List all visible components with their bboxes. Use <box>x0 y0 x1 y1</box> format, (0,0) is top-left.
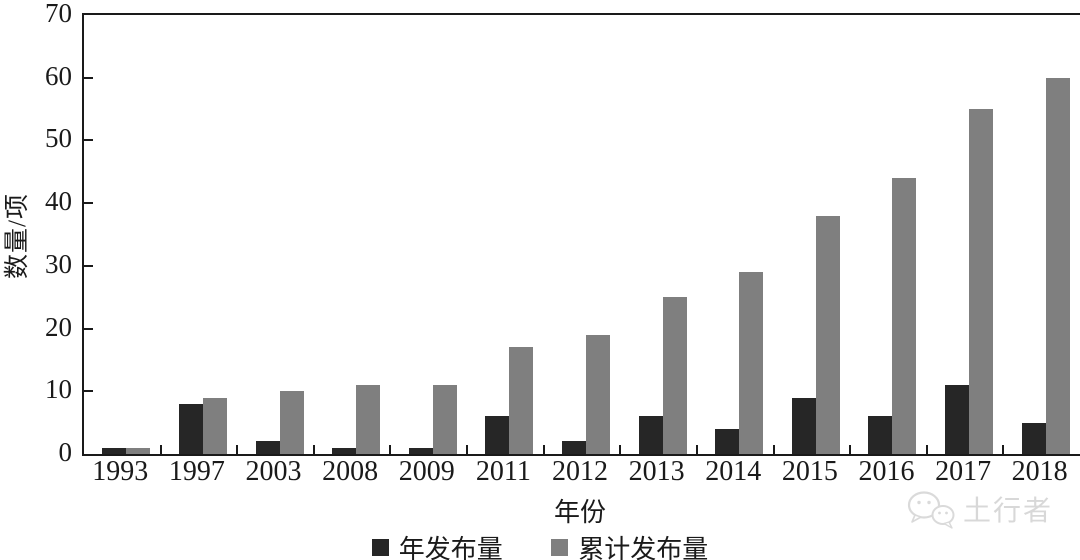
x-tick-label: 2003 <box>245 456 302 487</box>
bar-年发布量-2013 <box>638 416 663 454</box>
bar-累计发布量-2003 <box>279 391 304 454</box>
x-axis-tick <box>312 445 315 454</box>
bar-累计发布量-2009 <box>432 385 457 454</box>
x-tick-label: 2012 <box>551 456 608 487</box>
bar-年发布量-2003 <box>255 441 280 454</box>
y-tick-label: 70 <box>45 0 72 28</box>
bar-累计发布量-2018 <box>1045 78 1070 454</box>
bar-累计发布量-2008 <box>356 385 381 454</box>
bar-累计发布量-1997 <box>202 398 227 454</box>
bar-年发布量-1997 <box>178 404 203 454</box>
watermark-text: 土行者 <box>963 496 1054 527</box>
y-tick-label: 60 <box>45 60 72 91</box>
x-axis-tick <box>466 445 469 454</box>
bar-年发布量-2012 <box>562 441 586 454</box>
legend: 年发布量 累计发布量 <box>0 529 1080 560</box>
bar-年发布量-2011 <box>485 416 510 454</box>
x-tick-label: 2011 <box>475 456 531 487</box>
y-axis-tick <box>84 264 93 267</box>
x-axis-tick-labels: 1993 1997 2003 2008 2009 2011 2012 2013 2014 2015… <box>82 458 1078 490</box>
x-axis-tick <box>849 445 852 454</box>
bar-累计发布量-2016 <box>892 178 917 454</box>
y-axis-tick <box>84 76 93 79</box>
y-axis-tick <box>84 390 93 393</box>
x-axis-tick <box>772 445 775 454</box>
x-axis-tick <box>389 445 392 454</box>
x-axis-tick <box>159 445 162 454</box>
bar-年发布量-2017 <box>945 385 970 454</box>
y-tick-label: 40 <box>45 186 72 217</box>
y-axis-tick-labels: 0 10 20 30 40 50 60 70 <box>0 0 72 560</box>
y-axis-tick <box>84 202 93 205</box>
y-axis-tick <box>84 139 93 142</box>
x-tick-label: 2018 <box>1011 456 1068 487</box>
x-tick-label: 2016 <box>858 456 915 487</box>
x-axis-tick <box>1002 445 1005 454</box>
bar-累计发布量-2011 <box>509 347 534 454</box>
x-tick-label: 2015 <box>781 456 838 487</box>
bar-年发布量-2015 <box>791 398 816 454</box>
bar-年发布量-2016 <box>868 416 893 454</box>
bar-年发布量-2008 <box>332 448 357 454</box>
plot-area <box>82 13 1080 456</box>
x-tick-label: 2009 <box>398 456 455 487</box>
x-axis-tick <box>542 445 545 454</box>
x-axis-title: 年份 <box>553 498 606 527</box>
bar-年发布量-2014 <box>715 429 740 454</box>
legend-swatch-cumulative <box>551 539 569 556</box>
x-tick-label: 1993 <box>92 456 149 487</box>
bar-累计发布量-2013 <box>662 297 687 454</box>
x-tick-label: 2008 <box>322 456 379 487</box>
watermark: 土行者 <box>905 488 1053 530</box>
legend-label-annual: 年发布量 <box>398 535 503 560</box>
x-axis-tick <box>925 445 928 454</box>
y-tick-label: 20 <box>45 311 72 342</box>
legend-label-cumulative: 累计发布量 <box>578 535 709 560</box>
y-tick-label: 30 <box>45 248 72 279</box>
legend-swatch-annual <box>371 539 389 556</box>
x-axis-tick <box>619 445 622 454</box>
bar-年发布量-2009 <box>408 448 433 454</box>
x-axis-tick <box>695 445 698 454</box>
y-axis-tick <box>84 327 93 330</box>
x-tick-label: 1997 <box>168 456 225 487</box>
bar-累计发布量-2014 <box>739 272 764 454</box>
bar-年发布量-2018 <box>1021 423 1046 454</box>
x-tick-label: 2013 <box>628 456 685 487</box>
bar-累计发布量-2015 <box>815 216 840 454</box>
y-tick-label: 0 <box>58 437 73 467</box>
legend-item-annual: 年发布量 <box>371 529 503 560</box>
legend-item-cumulative: 累计发布量 <box>551 529 708 560</box>
bar-累计发布量-2017 <box>969 109 994 454</box>
bar-年发布量-1993 <box>102 448 127 454</box>
bar-累计发布量-2012 <box>586 335 610 454</box>
y-tick-label: 50 <box>45 123 72 154</box>
y-tick-label: 10 <box>45 374 72 405</box>
x-axis-tick <box>236 445 239 454</box>
x-tick-label: 2014 <box>705 456 762 487</box>
wechat-watermark-icon <box>907 491 955 529</box>
x-tick-label: 2017 <box>935 456 992 487</box>
bar-累计发布量-1993 <box>126 448 151 454</box>
